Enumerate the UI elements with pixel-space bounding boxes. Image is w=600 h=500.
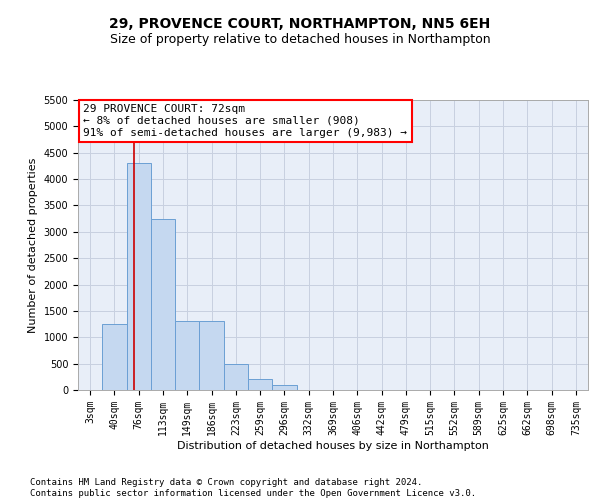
Y-axis label: Number of detached properties: Number of detached properties — [28, 158, 38, 332]
Bar — [224, 364, 248, 390]
Bar — [272, 384, 296, 390]
X-axis label: Distribution of detached houses by size in Northampton: Distribution of detached houses by size … — [177, 440, 489, 450]
Text: Size of property relative to detached houses in Northampton: Size of property relative to detached ho… — [110, 32, 490, 46]
Bar — [175, 322, 199, 390]
Text: Contains HM Land Registry data © Crown copyright and database right 2024.
Contai: Contains HM Land Registry data © Crown c… — [30, 478, 476, 498]
Bar — [102, 324, 127, 390]
Bar — [127, 164, 151, 390]
Text: 29 PROVENCE COURT: 72sqm
← 8% of detached houses are smaller (908)
91% of semi-d: 29 PROVENCE COURT: 72sqm ← 8% of detache… — [83, 104, 407, 138]
Bar — [248, 380, 272, 390]
Bar — [151, 218, 175, 390]
Bar — [199, 322, 224, 390]
Text: 29, PROVENCE COURT, NORTHAMPTON, NN5 6EH: 29, PROVENCE COURT, NORTHAMPTON, NN5 6EH — [109, 18, 491, 32]
